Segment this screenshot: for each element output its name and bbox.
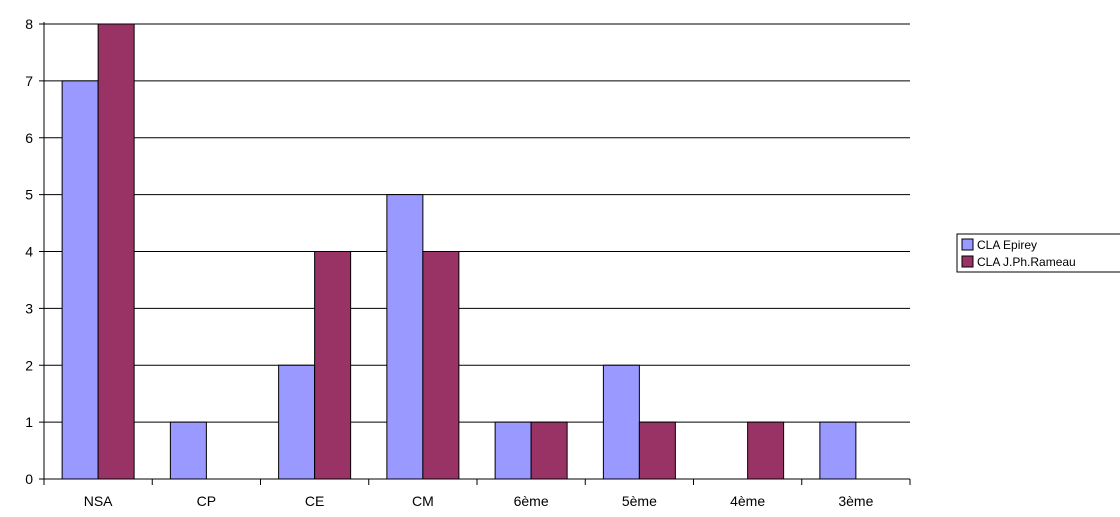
bar-series0-cat4 xyxy=(494,421,532,480)
bars xyxy=(61,23,857,480)
bar-series0-cat5 xyxy=(602,364,640,480)
legend-label-cla-jph-rameau: CLA J.Ph.Rameau xyxy=(977,255,1076,269)
bar-series1-cat5 xyxy=(638,421,676,480)
legend-swatch-cla-jph-rameau xyxy=(961,255,974,268)
y-tick-label-1: 1 xyxy=(25,414,33,430)
bar-series1-cat0 xyxy=(97,23,135,480)
x-tick-label-5: 5ème xyxy=(622,493,657,509)
y-tick-labels: 0 1 2 3 4 5 6 7 8 xyxy=(25,16,33,487)
legend-label-cla-epirey: CLA Epirey xyxy=(977,238,1037,252)
bar-series0-cat2 xyxy=(278,364,316,480)
bar-series1-cat4 xyxy=(530,421,568,480)
bar-series0-cat1 xyxy=(169,421,207,480)
y-tick-label-2: 2 xyxy=(25,357,33,373)
legend-box xyxy=(956,233,1120,273)
x-tick-label-1: CP xyxy=(197,493,216,509)
y-tick-label-0: 0 xyxy=(25,471,33,487)
y-tick-label-7: 7 xyxy=(25,73,33,89)
x-tick-labels: NSA CP CE CM 6ème 5ème 4ème 3ème xyxy=(84,493,874,509)
x-tick-label-0: NSA xyxy=(84,493,113,509)
legend: CLA Epirey CLA J.Ph.Rameau xyxy=(956,233,1120,273)
y-tick-label-6: 6 xyxy=(25,130,33,146)
bar-series1-cat6 xyxy=(747,421,785,480)
gridlines xyxy=(44,23,910,423)
x-tick-label-7: 3ème xyxy=(838,493,873,509)
axes xyxy=(39,22,911,485)
bar-series0-cat7 xyxy=(819,421,857,480)
y-tick-label-5: 5 xyxy=(25,187,33,203)
x-tick-label-3: CM xyxy=(412,493,434,509)
bar-series0-cat0 xyxy=(61,80,99,480)
y-tick-label-8: 8 xyxy=(25,16,33,32)
bar-series0-cat3 xyxy=(386,194,424,480)
x-tick-label-6: 4ème xyxy=(730,493,765,509)
legend-swatch-cla-epirey xyxy=(961,238,974,251)
bar-series1-cat3 xyxy=(422,251,460,480)
x-tick-label-4: 6ème xyxy=(514,493,549,509)
x-tick-label-2: CE xyxy=(305,493,324,509)
y-tick-label-4: 4 xyxy=(25,244,33,260)
y-tick-label-3: 3 xyxy=(25,300,33,316)
bar-series1-cat2 xyxy=(314,251,352,480)
